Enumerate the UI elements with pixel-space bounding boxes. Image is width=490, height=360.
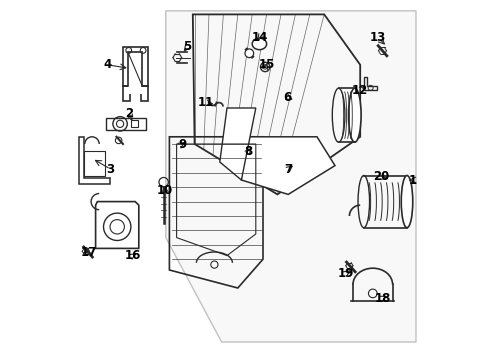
Text: 18: 18: [374, 292, 391, 305]
Text: 15: 15: [258, 58, 275, 71]
Text: 14: 14: [251, 31, 268, 44]
Text: 8: 8: [245, 145, 253, 158]
Text: 7: 7: [284, 163, 292, 176]
Text: 6: 6: [283, 91, 292, 104]
Text: 17: 17: [80, 246, 97, 258]
Text: 10: 10: [157, 184, 173, 197]
Circle shape: [245, 49, 254, 58]
Text: 5: 5: [183, 40, 192, 53]
Text: 3: 3: [107, 163, 115, 176]
Bar: [131, 120, 138, 127]
Text: 13: 13: [370, 31, 386, 44]
Ellipse shape: [401, 175, 413, 228]
Text: 11: 11: [197, 96, 214, 109]
Polygon shape: [242, 137, 335, 194]
Text: 2: 2: [125, 107, 133, 120]
Polygon shape: [166, 11, 416, 342]
Ellipse shape: [252, 38, 267, 50]
Text: 9: 9: [178, 138, 186, 150]
Text: 1: 1: [409, 174, 417, 186]
Text: 12: 12: [352, 84, 368, 96]
Ellipse shape: [348, 88, 361, 142]
Text: 4: 4: [103, 58, 112, 71]
Text: 16: 16: [124, 249, 141, 262]
Polygon shape: [220, 108, 256, 180]
Text: 19: 19: [338, 267, 354, 280]
Text: 20: 20: [373, 170, 389, 183]
